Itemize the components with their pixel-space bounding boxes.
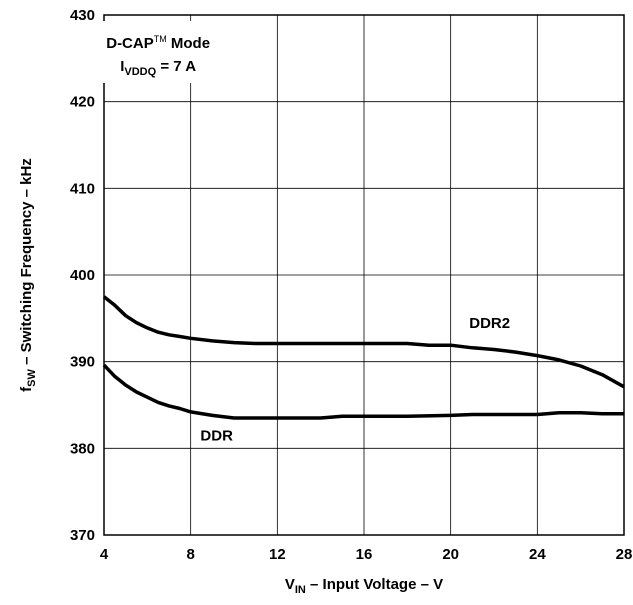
y-tick-label: 430 <box>70 7 95 24</box>
series-label-background <box>463 312 516 334</box>
series-labels: DDR2 DDR <box>195 312 516 447</box>
series-label-background <box>195 424 238 447</box>
annotation-mode: D-CAPTM Mode <box>106 34 210 52</box>
tick-labels: 4 8 12 16 20 24 28 370 380 390 400 410 420 430 <box>70 7 632 563</box>
y-tick-label: 400 <box>70 267 95 284</box>
series-layer <box>102 295 625 420</box>
series-label-ddr2: DDR2 <box>469 315 510 332</box>
series-label-ddr: DDR <box>200 428 233 445</box>
x-tick-label: 12 <box>269 546 286 563</box>
y-tick-label: 420 <box>70 94 95 111</box>
y-tick-label: 390 <box>70 354 95 371</box>
y-tick-label: 370 <box>70 527 95 544</box>
grid <box>103 14 625 536</box>
x-tick-label: 20 <box>442 546 459 563</box>
annotation-background <box>83 21 234 83</box>
x-tick-label: 8 <box>186 546 194 563</box>
series-line-ddr2 <box>102 295 625 389</box>
x-tick-label: 16 <box>356 546 373 563</box>
x-tick-label: 24 <box>529 546 546 563</box>
x-tick-label: 4 <box>100 546 109 563</box>
y-tick-label: 380 <box>70 440 95 457</box>
x-tick-label: 28 <box>616 546 633 563</box>
plot-frame <box>103 14 625 536</box>
y-tick-label: 410 <box>70 180 95 197</box>
annotation-current: IVDDQ = 7 A <box>120 58 196 78</box>
x-axis-title: VIN – Input Voltage – V <box>285 576 443 596</box>
y-axis-title: fSW – Switching Frequency – kHz <box>18 158 38 392</box>
series-line-ddr <box>102 363 624 420</box>
